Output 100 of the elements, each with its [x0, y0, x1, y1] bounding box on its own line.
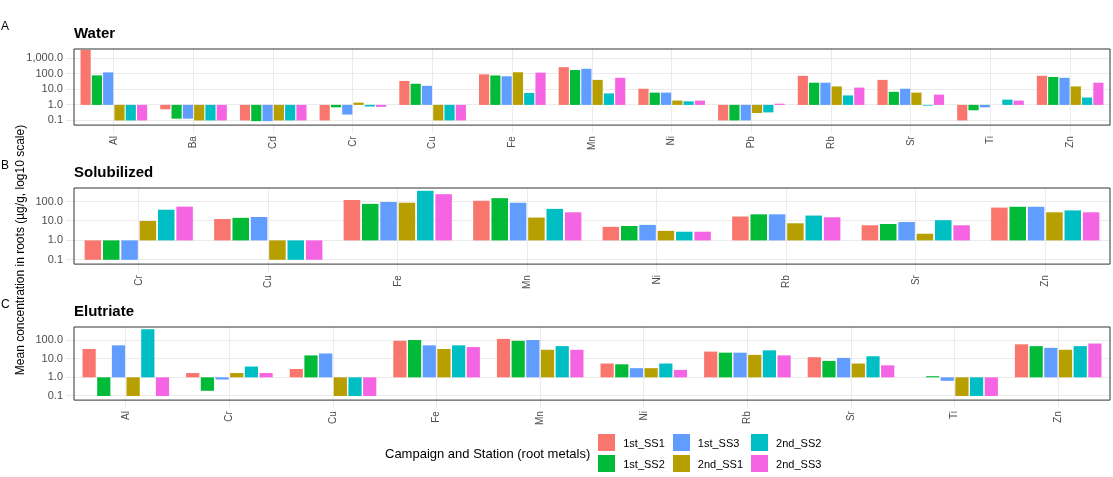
bar — [740, 104, 751, 121]
bar — [194, 104, 205, 121]
bar — [82, 349, 96, 378]
bar — [125, 104, 136, 121]
bar — [139, 220, 157, 241]
bar — [91, 75, 102, 105]
bar — [455, 104, 466, 121]
bar — [555, 346, 569, 378]
bar — [940, 377, 954, 381]
bar — [750, 214, 767, 241]
bar — [861, 225, 879, 241]
bar — [888, 91, 899, 105]
x-tick-label: Sr — [844, 410, 856, 422]
bar — [287, 240, 305, 260]
bar — [239, 104, 251, 121]
bar — [649, 92, 660, 105]
bar — [600, 363, 614, 378]
x-tick-label: Fe — [391, 274, 403, 287]
bar — [970, 377, 984, 396]
bar — [602, 226, 620, 241]
bar — [509, 202, 527, 241]
bar — [319, 104, 330, 121]
bar — [807, 357, 821, 378]
y-tick-label: 100.0 — [35, 66, 63, 79]
bar — [777, 355, 791, 378]
bar — [319, 353, 333, 378]
bar — [479, 74, 490, 105]
bar — [524, 92, 535, 105]
x-tick-label: Fe — [430, 410, 442, 423]
x-tick-label: Mn — [533, 411, 545, 426]
bar — [126, 377, 140, 396]
y-tick-label: 10.0 — [41, 82, 63, 95]
bar — [205, 104, 216, 121]
bar — [182, 104, 193, 119]
bar — [511, 340, 525, 378]
bar — [102, 240, 120, 260]
x-tick-label: Cr — [132, 274, 144, 286]
bar — [1002, 99, 1013, 105]
bar — [581, 68, 592, 105]
bar — [353, 102, 364, 105]
bar — [269, 240, 286, 260]
bar — [615, 364, 629, 378]
bar — [103, 72, 114, 105]
text: C — [1, 297, 10, 311]
bar — [540, 349, 555, 378]
bar — [694, 100, 705, 105]
bar — [1070, 86, 1081, 105]
bar — [991, 207, 1008, 241]
bar — [1059, 77, 1070, 105]
bar — [694, 231, 711, 241]
bar — [141, 329, 155, 378]
bar — [501, 76, 512, 105]
bar — [158, 209, 175, 241]
bar — [437, 349, 451, 378]
x-tick-label: Ti — [984, 136, 996, 145]
bar — [244, 366, 259, 378]
bar — [953, 225, 970, 241]
x-tick-label: Rb — [824, 135, 836, 149]
bar — [285, 104, 296, 121]
bar — [592, 79, 603, 105]
bar — [615, 77, 626, 105]
legend-label: 1st_SS1 — [623, 436, 665, 449]
legend-label: 2nd_SS2 — [776, 436, 822, 449]
bar — [97, 377, 111, 396]
bar — [787, 223, 804, 241]
bar — [660, 92, 672, 105]
bar — [333, 377, 347, 396]
bar — [831, 86, 842, 105]
bar — [837, 357, 851, 378]
bar — [200, 377, 214, 391]
bar — [673, 369, 688, 378]
bar — [732, 216, 749, 241]
bar — [393, 340, 407, 378]
x-tick-label: Cr — [223, 410, 235, 422]
bar — [262, 104, 273, 122]
x-tick-label: Zn — [1063, 136, 1075, 148]
y-tick-label: 10.0 — [41, 351, 63, 364]
text: A — [1, 19, 10, 33]
bar — [421, 85, 433, 105]
bar — [809, 82, 820, 105]
bar — [259, 373, 273, 378]
bar — [879, 223, 897, 241]
bar — [968, 104, 979, 111]
x-tick-label: Zn — [1051, 411, 1063, 423]
y-axis-title: Mean concentration in roots (µg/g, log10 scale) — [13, 123, 28, 378]
bar — [230, 373, 244, 378]
x-tick-label: Zn — [1039, 275, 1050, 287]
bar — [558, 67, 569, 105]
bar — [704, 351, 718, 378]
bar — [822, 360, 836, 378]
bar — [933, 94, 945, 105]
bar — [1029, 346, 1043, 378]
bar — [526, 340, 540, 378]
bar — [866, 356, 880, 378]
legend-label: 2nd_SS3 — [776, 457, 822, 470]
bar — [854, 87, 865, 105]
bar — [957, 104, 968, 121]
x-tick-label: Ti — [948, 411, 960, 420]
bar — [410, 83, 421, 105]
bar — [296, 104, 307, 121]
